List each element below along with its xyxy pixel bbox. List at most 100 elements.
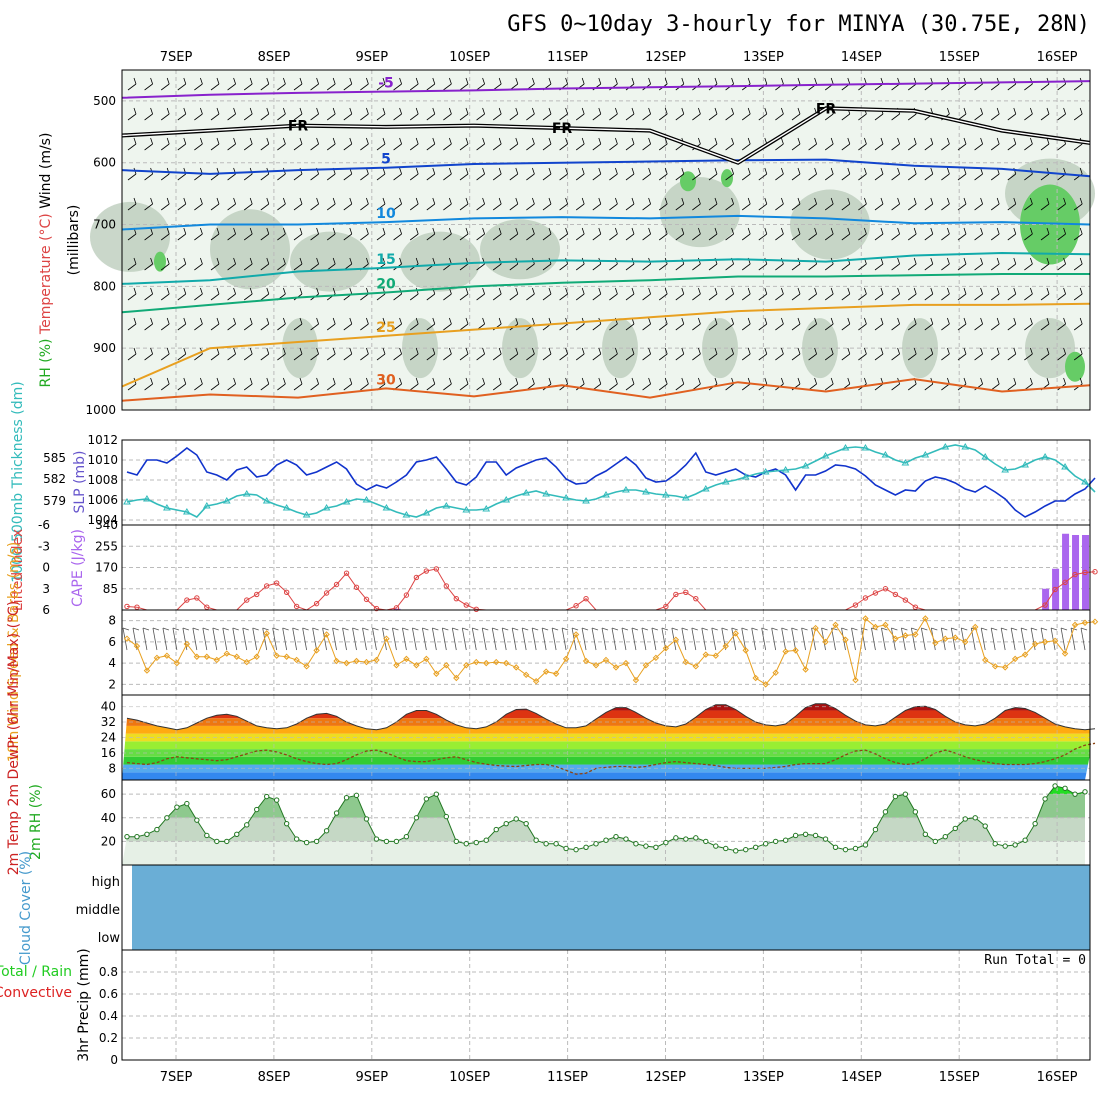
wind-barb <box>625 137 635 151</box>
lifted-index-point <box>293 603 300 610</box>
lifted-index-point <box>343 570 350 576</box>
rh-point <box>264 793 270 800</box>
lifted-index-point <box>423 568 430 574</box>
wind-barb <box>775 167 784 181</box>
wind-barb <box>1007 197 1017 211</box>
wind-barb <box>1057 107 1066 121</box>
wind-speed-point <box>1061 650 1069 657</box>
wind-barb <box>824 347 834 361</box>
wind-barb <box>476 77 485 91</box>
wind-barb <box>127 137 137 151</box>
wind-speed-point <box>473 658 480 666</box>
wind-barb <box>907 227 917 241</box>
wind-barb <box>509 227 519 241</box>
wind-barb <box>758 287 768 301</box>
wind-barb <box>907 167 917 181</box>
wind-barb <box>360 377 369 391</box>
wind-speed-point <box>173 659 181 667</box>
wind-barb <box>891 317 900 331</box>
wind-speed-point <box>852 676 859 684</box>
wind-barb <box>675 287 685 301</box>
temperature-contour-label: 30 <box>376 372 396 388</box>
wind-barb <box>642 227 651 241</box>
wind-barb <box>775 317 784 331</box>
wind-speed-point <box>782 648 789 655</box>
rh-point <box>293 836 300 842</box>
wind-speed-point <box>902 632 909 639</box>
wind-barb <box>625 107 635 121</box>
wind-barb <box>891 347 900 361</box>
wind-barb <box>575 227 585 241</box>
wind-barb <box>526 227 535 241</box>
wind-barb <box>658 197 668 211</box>
top-day-label: 8SEP <box>258 50 291 65</box>
wind-barb <box>791 197 801 211</box>
thickness-point <box>143 495 151 502</box>
lifted-index-axis-label: Lifted Index <box>10 529 26 611</box>
wind-speed-point <box>892 635 899 642</box>
wind-barb <box>292 627 299 651</box>
wind-barb <box>443 317 452 331</box>
wind-barb <box>1040 627 1048 651</box>
wind-barb <box>725 197 734 211</box>
wind-barb <box>808 347 817 361</box>
wind-barb <box>260 197 270 211</box>
wind-barb <box>841 197 851 211</box>
wind-barb <box>592 197 602 211</box>
wind-barb <box>242 627 249 651</box>
wind-barb <box>243 227 253 241</box>
wind-barb <box>581 627 589 651</box>
slp-tick-label: 1008 <box>87 473 118 487</box>
wind-speed-point <box>1051 637 1059 645</box>
wind-barb <box>941 137 950 151</box>
upper-axis-label-part: RH (%) <box>38 334 54 387</box>
wind-barb <box>343 377 353 391</box>
wind-speed-point <box>932 639 939 647</box>
wind-barb <box>210 227 220 241</box>
cloud-cover-fill <box>132 865 1090 950</box>
lifted-index-point <box>1062 579 1068 586</box>
wind-barb <box>409 137 419 151</box>
wind-barb <box>326 77 336 91</box>
wind-barb <box>741 287 751 301</box>
wind-barb <box>957 317 967 331</box>
wind-barb <box>343 347 353 361</box>
wind-barb <box>177 317 187 331</box>
bottom-day-label: 11SEP <box>547 1070 588 1085</box>
wind-speed-point <box>483 659 490 667</box>
wind-barb <box>692 347 701 361</box>
wind-barb <box>459 77 469 91</box>
top-day-label: 15SEP <box>939 50 980 65</box>
wind-barb <box>492 107 502 121</box>
rh-point <box>653 844 659 850</box>
wind-barb <box>824 377 834 391</box>
cape-axis-label: CAPE (J/kg) <box>70 529 86 607</box>
wind-barb <box>1007 107 1017 121</box>
rh-point <box>842 846 849 853</box>
wind-barb <box>326 137 336 151</box>
wind-barb <box>1073 287 1083 301</box>
wind-barb <box>858 197 867 211</box>
wind-barb <box>127 107 137 121</box>
wind-speed-point <box>393 662 400 669</box>
thickness-point <box>1061 463 1069 470</box>
rh-point <box>224 838 230 845</box>
wind-barb <box>990 107 1000 121</box>
thickness-tick-label: 585 <box>43 451 66 465</box>
wind-speed-point <box>582 657 590 665</box>
wind-speed-point <box>223 650 230 657</box>
wind-barb <box>177 347 187 361</box>
wind-barb <box>1073 347 1083 361</box>
wind-speed-point <box>1021 651 1029 658</box>
wind-barb <box>243 377 253 391</box>
wind-barb <box>194 197 203 211</box>
cloud-axis-label: Cloud Cover (%) <box>18 851 34 965</box>
wind-barb <box>957 257 967 271</box>
wind-speed-point <box>263 630 270 637</box>
wind-barb <box>841 227 851 241</box>
wind-speed-point <box>323 631 330 638</box>
wind-barb <box>1024 107 1033 121</box>
wind-barb <box>874 197 884 211</box>
wind-barb <box>891 287 900 301</box>
cloud-level-label: middle <box>76 903 120 918</box>
